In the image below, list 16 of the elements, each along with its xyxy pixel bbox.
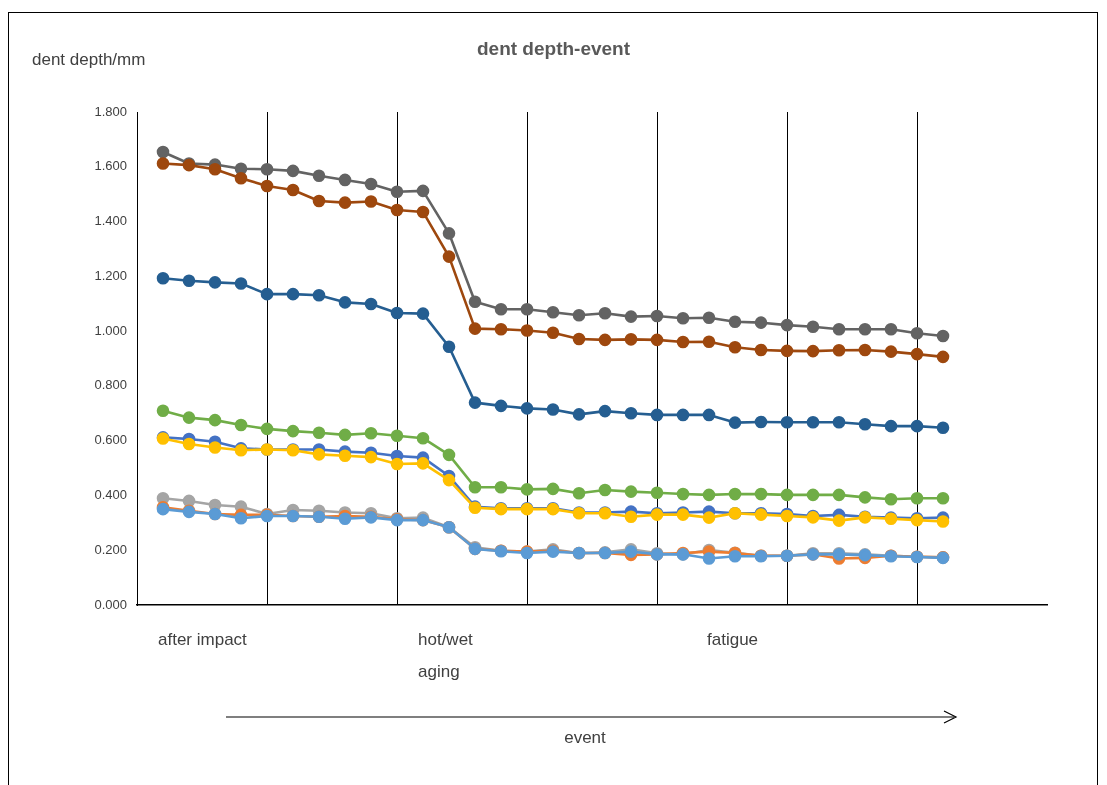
text: event (563, 727, 607, 749)
y-axis-title: dent depth/mm (32, 50, 146, 70)
text: after impact (158, 629, 248, 651)
y-tick-label: 0.400 (94, 487, 127, 503)
text: fatigue (707, 629, 760, 651)
text: hot/wet aging (418, 629, 474, 683)
y-tick-label: 1.600 (94, 158, 127, 174)
y-tick-label: 1.800 (94, 103, 127, 119)
y-tick-label: 1.200 (94, 267, 127, 283)
chart-title: dent depth-event (476, 38, 631, 59)
y-tick-label: 0.200 (94, 541, 127, 557)
y-tick-label: 1.000 (94, 322, 127, 338)
y-tick-label: 0.000 (94, 596, 127, 612)
y-tick-label: 1.400 (94, 213, 127, 229)
y-tick-label: 0.800 (94, 377, 127, 393)
y-tick-label: 0.600 (94, 432, 127, 448)
